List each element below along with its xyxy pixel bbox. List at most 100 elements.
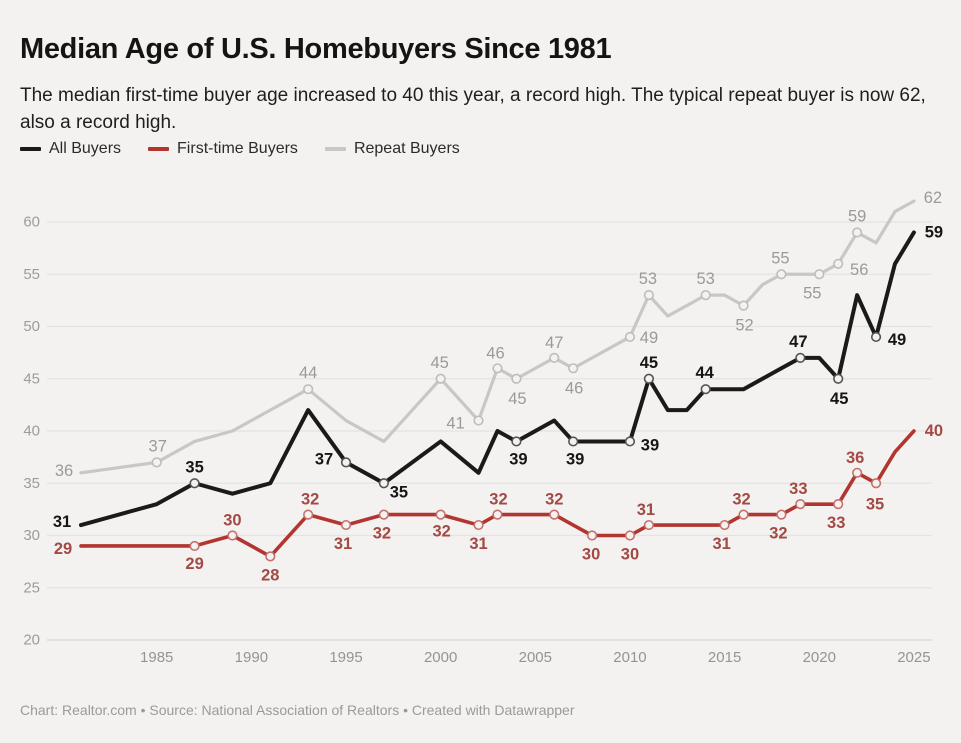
y-axis-tick-label: 20: [23, 632, 40, 649]
data-point-marker[interactable]: [549, 509, 560, 520]
x-axis: 1985 1990 1995 2000 2005 2010 2015 2020 2025: [140, 649, 931, 666]
data-point-marker[interactable]: [492, 363, 503, 374]
chart-subtitle: The median first-time buyer age increase…: [20, 85, 926, 133]
data-point-marker[interactable]: [378, 509, 389, 520]
data-point-marker[interactable]: [852, 467, 863, 478]
data-point-marker[interactable]: [378, 478, 389, 489]
data-label: 33: [789, 480, 807, 498]
series-repeat-buyers: [79, 199, 916, 475]
data-label: 31: [53, 513, 71, 531]
data-point-marker[interactable]: [549, 352, 560, 363]
data-point-marker[interactable]: [870, 478, 882, 489]
data-point-marker[interactable]: [511, 436, 522, 447]
data-point-marker[interactable]: [776, 269, 787, 280]
attribution: Chart: Realtor.com • Source: National As…: [20, 702, 575, 718]
data-point-marker[interactable]: [435, 509, 446, 520]
data-point-marker[interactable]: [833, 499, 844, 510]
data-label: 31: [469, 535, 487, 553]
x-axis-tick-label: 2015: [708, 649, 741, 666]
data-label: 30: [621, 546, 639, 564]
data-point-marker[interactable]: [303, 384, 314, 395]
data-labels: 31 35 37 35 39 39 39 45 44 47 45 49 59 29 29 30 28 32 31 32…: [53, 189, 943, 584]
data-label: 32: [545, 491, 563, 509]
data-point-marker[interactable]: [568, 363, 579, 374]
data-label: 31: [712, 535, 730, 553]
x-axis-tick-label: 1990: [235, 649, 268, 666]
data-label: 32: [432, 523, 450, 541]
data-label: 49: [640, 329, 658, 347]
data-label: 37: [315, 450, 333, 468]
data-label: 59: [848, 207, 866, 225]
data-point-marker[interactable]: [189, 478, 200, 489]
chart-legend: All Buyers First-time Buyers Repeat Buyers: [20, 140, 460, 158]
data-label: 35: [390, 483, 408, 501]
data-point-marker[interactable]: [303, 509, 314, 520]
x-axis-tick-label: 2020: [803, 649, 836, 666]
data-point-marker[interactable]: [340, 457, 352, 468]
y-axis-tick-label: 60: [23, 214, 40, 231]
data-label: 32: [489, 491, 507, 509]
legend-item-label: First-time Buyers: [177, 140, 298, 157]
data-label: 55: [771, 249, 789, 267]
chart-title: Median Age of U.S. Homebuyers Since 1981: [20, 33, 612, 66]
data-label: 46: [486, 344, 504, 362]
data-point-marker[interactable]: [643, 519, 655, 531]
data-point-marker[interactable]: [795, 352, 806, 363]
data-point-marker[interactable]: [435, 373, 446, 384]
legend-swatch: [20, 147, 41, 151]
data-point-marker[interactable]: [814, 269, 825, 280]
data-point-marker[interactable]: [738, 300, 749, 311]
data-label: 47: [545, 334, 563, 352]
data-label: 56: [850, 261, 868, 279]
data-label: 32: [301, 491, 319, 509]
x-axis-tick-label: 2000: [424, 649, 457, 666]
data-point-marker[interactable]: [473, 415, 484, 426]
legend-item-all-buyers[interactable]: All Buyers: [20, 140, 121, 158]
data-point-marker[interactable]: [852, 227, 863, 238]
data-label: 62: [924, 189, 942, 207]
data-point-marker[interactable]: [776, 509, 787, 520]
grid: 20 25 30 35 40 45 50 55 60: [23, 214, 932, 649]
data-point-marker[interactable]: [151, 457, 162, 468]
data-point-marker[interactable]: [624, 530, 636, 541]
data-point-marker[interactable]: [643, 290, 655, 301]
data-point-marker[interactable]: [473, 519, 484, 531]
data-point-marker[interactable]: [700, 384, 711, 395]
data-point-marker[interactable]: [833, 373, 844, 384]
data-label: 29: [54, 540, 72, 558]
data-point-marker[interactable]: [492, 509, 503, 520]
series-all-buyers: [79, 230, 916, 528]
data-label: 59: [925, 223, 943, 241]
data-label: 32: [769, 525, 787, 543]
data-label: 53: [639, 270, 657, 288]
data-point-marker[interactable]: [833, 258, 844, 269]
data-point-marker[interactable]: [643, 373, 655, 384]
data-label: 33: [827, 514, 845, 532]
data-point-marker[interactable]: [265, 551, 276, 562]
data-point-marker[interactable]: [870, 331, 882, 343]
legend-item-first-time-buyers[interactable]: First-time Buyers: [148, 140, 298, 158]
data-point-marker[interactable]: [738, 509, 749, 520]
y-axis-tick-label: 35: [23, 475, 40, 492]
data-point-marker[interactable]: [624, 436, 636, 447]
data-point-marker[interactable]: [795, 499, 806, 510]
data-point-marker[interactable]: [189, 540, 200, 552]
legend-item-label: All Buyers: [49, 140, 122, 157]
data-point-marker[interactable]: [624, 331, 636, 343]
data-label: 52: [735, 317, 753, 335]
data-label: 39: [566, 450, 584, 468]
data-point-marker[interactable]: [587, 530, 598, 541]
data-label: 55: [803, 284, 821, 302]
data-point-marker[interactable]: [227, 530, 238, 541]
data-label: 46: [565, 379, 583, 397]
data-point-marker[interactable]: [568, 436, 579, 447]
data-label: 35: [866, 495, 884, 513]
data-point-marker[interactable]: [719, 519, 730, 531]
legend-item-repeat-buyers[interactable]: Repeat Buyers: [324, 140, 460, 158]
x-axis-tick-label: 1985: [140, 649, 173, 666]
data-label: 30: [582, 546, 600, 564]
data-point-marker[interactable]: [700, 290, 711, 301]
x-axis-tick-label: 1995: [329, 649, 362, 666]
data-point-marker[interactable]: [340, 519, 352, 531]
data-point-marker[interactable]: [511, 373, 522, 384]
